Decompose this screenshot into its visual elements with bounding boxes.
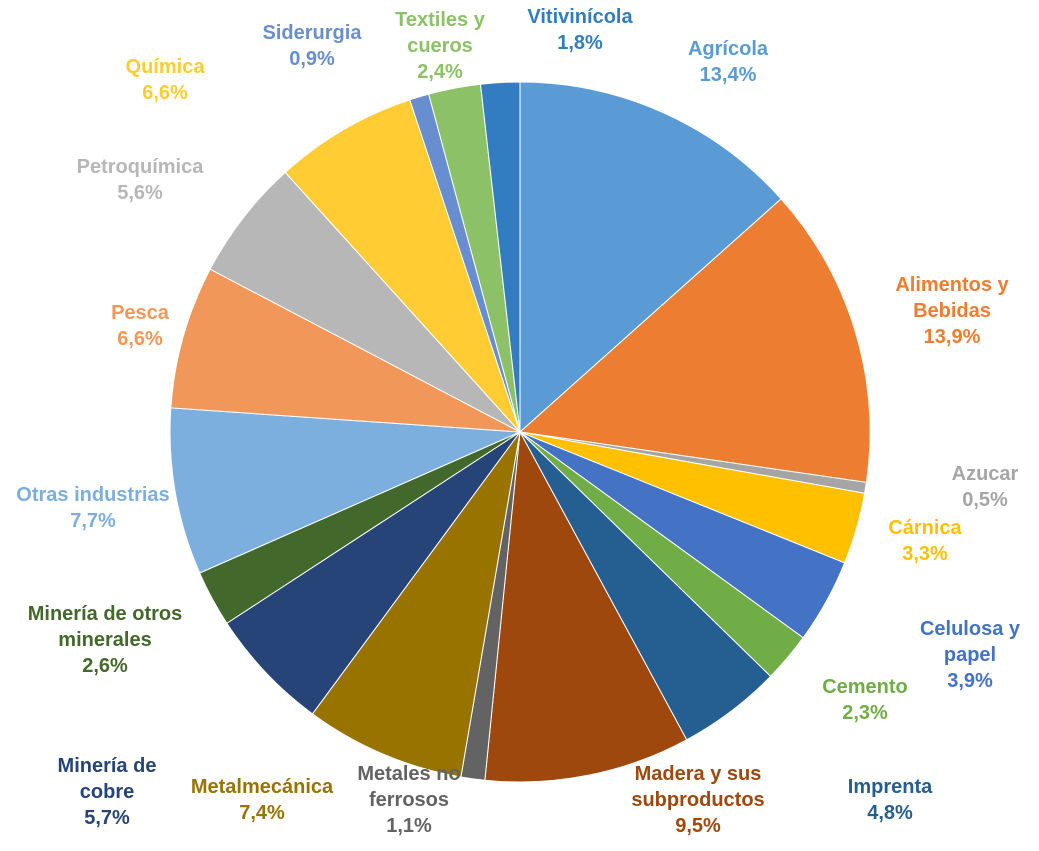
slice-label: Cárnica 3,3% <box>865 515 985 567</box>
slice-label: Minería de cobre 5,7% <box>47 753 167 831</box>
slice-value-label: 1,8% <box>557 32 603 54</box>
slice-label: Metalmecánica 7,4% <box>162 774 362 826</box>
slice-value-label: 2,4% <box>417 61 463 83</box>
slice-category-label: Metalmecánica <box>190 776 334 798</box>
slice-category-label: Otras industrias <box>16 484 170 506</box>
slice-label: Madera y sus subproductos 9,5% <box>611 761 786 839</box>
slice-category-label: Siderurgia <box>262 22 362 44</box>
slice-value-label: 1,1% <box>386 815 432 837</box>
pie-slice <box>519 81 782 434</box>
pie-slice <box>284 99 521 433</box>
slice-value-label: 7,7% <box>70 510 116 532</box>
pie-slice <box>311 431 521 778</box>
slice-value-label: 2,3% <box>842 702 888 724</box>
slice-label: Metales no ferrosos 1,1% <box>349 761 469 839</box>
slice-category-label: Química <box>125 56 205 78</box>
slice-category-label: Petroquímica <box>76 156 204 178</box>
slice-category-label: Celulosa y papel <box>919 618 1021 666</box>
slice-value-label: 2,6% <box>82 655 128 677</box>
slice-category-label: Alimentos y Bebidas <box>895 274 1009 322</box>
slice-category-label: Textiles y cueros <box>395 9 485 57</box>
slice-category-label: Vitivinícola <box>527 6 633 28</box>
slice-category-label: Pesca <box>111 302 169 324</box>
slice-value-label: 0,5% <box>962 489 1008 511</box>
slice-category-label: Agrícola <box>687 38 769 60</box>
slice-value-label: 5,6% <box>117 182 163 204</box>
slice-category-label: Metales no ferrosos <box>357 763 461 811</box>
slice-value-label: 6,6% <box>142 82 188 104</box>
slice-label: Celulosa y papel 3,9% <box>915 616 1025 694</box>
slice-category-label: Minería de otros minerales <box>27 603 183 651</box>
slice-value-label: 7,4% <box>239 802 285 824</box>
slice-label: Alimentos y Bebidas 13,9% <box>877 272 1027 350</box>
slice-label: Pesca 6,6% <box>70 300 210 352</box>
slice-label: Otras industrias 7,7% <box>0 482 193 534</box>
slice-value-label: 3,3% <box>902 543 948 565</box>
slice-category-label: Cemento <box>822 676 908 698</box>
pie-slice <box>169 407 521 574</box>
pie-slice <box>484 430 688 783</box>
slice-category-label: Cárnica <box>888 517 962 539</box>
slice-label: Petroquímica 5,6% <box>50 154 230 206</box>
slice-label: Minería de otros minerales 2,6% <box>20 601 190 679</box>
slice-value-label: 5,7% <box>84 807 130 829</box>
slice-value-label: 4,8% <box>867 802 913 824</box>
slice-label: Vitivinícola 1,8% <box>500 4 660 56</box>
pie-slice <box>479 81 521 433</box>
slice-value-label: 9,5% <box>675 815 721 837</box>
slice-value-label: 6,6% <box>117 328 163 350</box>
slice-label: Siderurgia 0,9% <box>242 20 382 72</box>
slice-category-label: Minería de cobre <box>57 755 157 803</box>
slice-label: Agrícola 13,4% <box>628 36 828 88</box>
pie-slice <box>170 268 521 433</box>
slice-category-label: Madera y sus subproductos <box>631 763 765 811</box>
slice-value-label: 13,4% <box>699 64 757 86</box>
pie-slice <box>226 431 521 715</box>
slice-category-label: Azucar <box>951 463 1019 485</box>
slice-label: Cemento 2,3% <box>795 674 935 726</box>
slice-value-label: 3,9% <box>947 670 993 692</box>
pie-slice <box>518 198 871 483</box>
slice-label: Química 6,6% <box>95 54 235 106</box>
slice-label: Azucar 0,5% <box>925 461 1039 513</box>
slice-category-label: Imprenta <box>847 776 933 798</box>
slice-label: Imprenta 4,8% <box>820 774 960 826</box>
slice-label: Textiles y cueros 2,4% <box>385 7 495 85</box>
slice-value-label: 13,9% <box>923 326 981 348</box>
slice-value-label: 0,9% <box>289 48 335 70</box>
